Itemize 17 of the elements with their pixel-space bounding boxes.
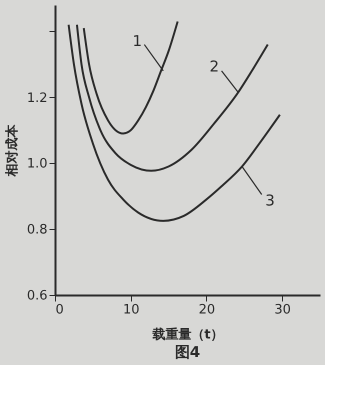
y-tick-label: 1.0 — [26, 156, 48, 172]
y-tick-label: 0.8 — [26, 222, 48, 238]
text: 图4 — [174, 343, 200, 361]
x-tick-label: 10 — [122, 302, 140, 318]
x-tick-label: 0 — [56, 302, 64, 318]
line-series — [68, 24, 281, 222]
annotation: 3 — [265, 191, 275, 210]
y-axis-title: 相对成本 — [4, 124, 20, 178]
y-tick-label: 1.2 — [26, 90, 48, 106]
line-series — [76, 24, 269, 172]
line-series — [82, 20, 179, 135]
x-tick-label: 20 — [198, 302, 216, 318]
x-tick-label: 30 — [274, 302, 291, 318]
x-axis-title: 载重量（t） — [151, 326, 224, 342]
annotation: 2 — [209, 57, 219, 76]
y-tick-label: 0.6 — [26, 288, 48, 304]
annotation: 1 — [132, 32, 142, 50]
